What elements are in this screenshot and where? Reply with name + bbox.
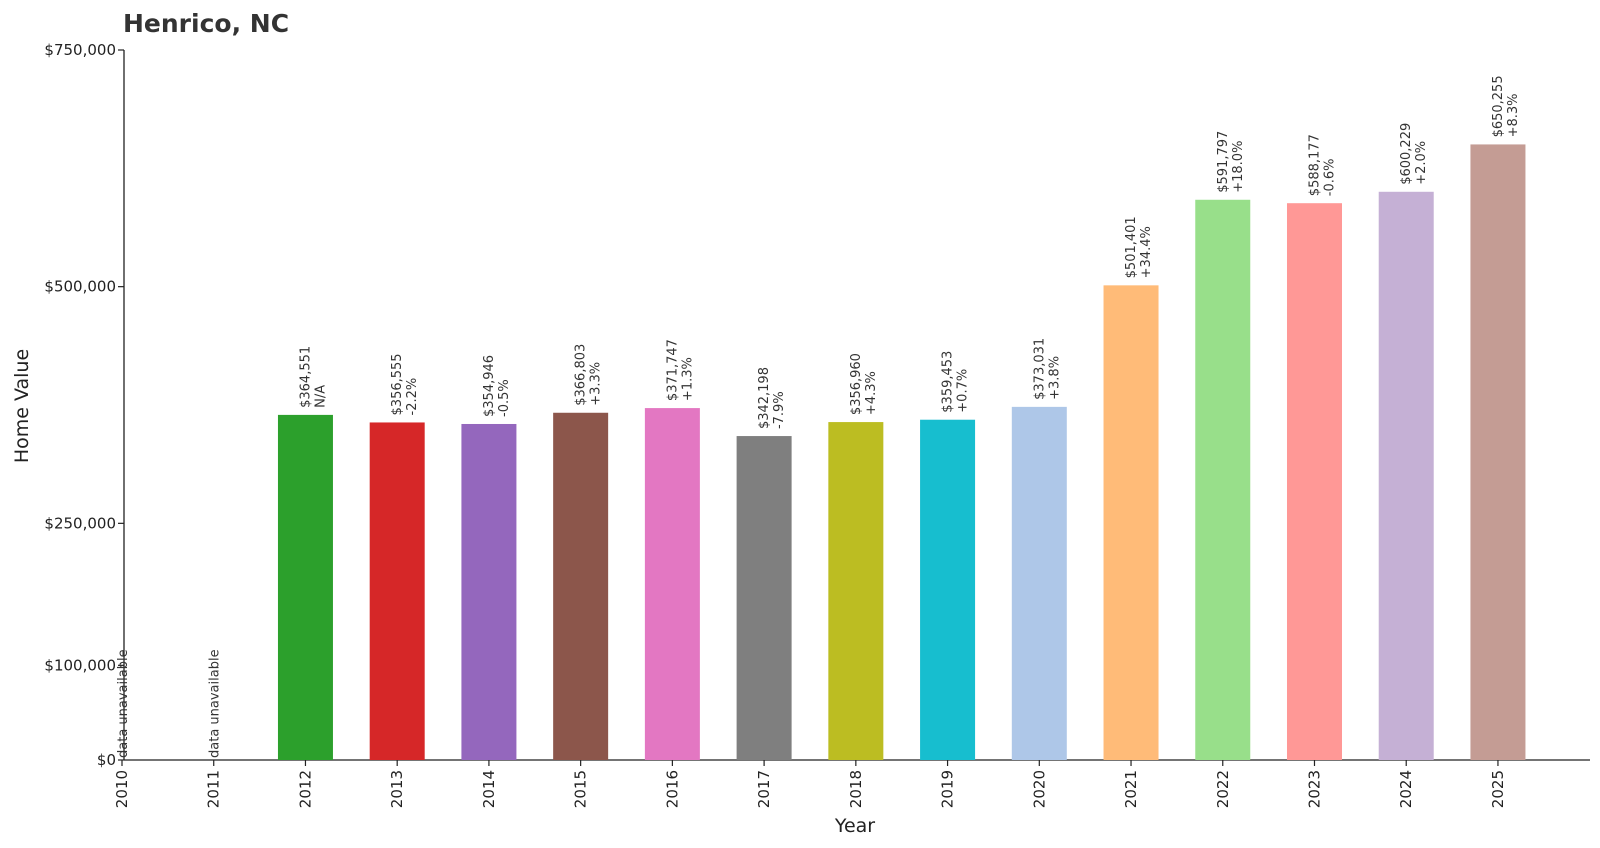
bars: data unavailable data unavailable $364,551… (116, 75, 1526, 761)
bar-value-label: $650,255+8.3% (1491, 75, 1521, 137)
bar-change-text: -0.5% (497, 379, 512, 417)
bar-2021 (1103, 285, 1159, 760)
x-tick-label: 2023 (1305, 770, 1323, 808)
bar-value-text: $501,401 (1124, 216, 1139, 278)
y-tick-label: $750,000 (44, 41, 116, 59)
bar-2017 (736, 436, 792, 760)
bar-change-text: +0.7% (956, 369, 971, 413)
x-tick-label: 2019 (939, 770, 957, 808)
x-tick-label: 2021 (1122, 770, 1140, 808)
bar-2022 (1195, 199, 1251, 760)
bar-change-text: +18.0% (1231, 141, 1246, 193)
bar-change-text: +3.3% (589, 362, 604, 406)
x-tick-label: 2012 (296, 770, 314, 808)
bar-2015 (553, 412, 609, 760)
y-tick-label: $0 (97, 751, 116, 769)
x-tick-label: 2017 (755, 770, 773, 808)
x-tick-label: 2014 (480, 770, 498, 808)
x-tick-label: 2016 (663, 770, 681, 808)
x-tick-label: 2011 (205, 770, 223, 808)
bar-value-label: $366,803+3.3% (574, 344, 604, 406)
bar-value-text: $354,946 (482, 355, 497, 417)
x-tick-label: 2015 (572, 770, 590, 808)
bar-2018 (828, 422, 884, 760)
bar-value-label: $356,555-2.2% (390, 353, 420, 415)
x-tick-label: 2024 (1397, 770, 1415, 808)
bar-2024 (1378, 191, 1434, 761)
y-tick-label: $250,000 (44, 514, 116, 532)
bar-2013 (369, 422, 425, 760)
bar-2020 (1011, 406, 1067, 760)
bar-change-text: +3.8% (1047, 356, 1062, 400)
bar-value-text: $359,453 (941, 351, 956, 413)
bar-2025 (1470, 144, 1526, 760)
bar-change-text: +8.3% (1506, 94, 1521, 138)
chart-title: Henrico, NC (123, 9, 289, 38)
y-tick-label: $500,000 (44, 278, 116, 296)
y-axis-label: Home Value (11, 349, 33, 463)
bar-value-text: $591,797 (1216, 131, 1231, 193)
bar-2016 (644, 408, 700, 760)
x-tick-label: 2010 (113, 770, 131, 808)
bar-change-text: +2.0% (1414, 141, 1429, 185)
bar-change-text: -7.9% (772, 391, 787, 429)
bar-value-text: $356,960 (849, 353, 864, 415)
bar-change-text: +34.4% (1139, 226, 1154, 278)
x-tick-label: 2022 (1214, 770, 1232, 808)
bar-value-text: $371,747 (665, 339, 680, 401)
bar-value-label: $373,031+3.8% (1032, 338, 1062, 400)
bar-value-label: $356,960+4.3% (849, 353, 879, 415)
bar-change-text: -2.2% (405, 378, 420, 416)
bar-value-label: $588,177-0.6% (1307, 134, 1337, 196)
bar-value-label: $364,551N/A (298, 346, 328, 408)
bar-value-text: $366,803 (574, 344, 589, 406)
bar-2014 (461, 423, 517, 760)
bar-2012 (277, 414, 333, 760)
bar-value-text: $588,177 (1307, 134, 1322, 196)
bar-value-label: $371,747+1.3% (665, 339, 695, 401)
bar-change-text: +1.3% (680, 357, 695, 401)
x-tick-label: 2013 (388, 770, 406, 808)
bar-2023 (1286, 203, 1342, 760)
y-tick-label: $100,000 (44, 656, 116, 674)
x-tick-label: 2025 (1489, 770, 1507, 808)
x-tick-label: 2020 (1030, 770, 1048, 808)
bar-value-label: $501,401+34.4% (1124, 216, 1154, 278)
missing-data-label: data unavailable (208, 649, 223, 758)
bar-value-text: $650,255 (1491, 75, 1506, 137)
bar-value-label: $359,453+0.7% (941, 351, 971, 413)
bar-change-text: -0.6% (1322, 158, 1337, 196)
bar-value-text: $342,198 (757, 367, 772, 429)
bar-change-text: N/A (313, 385, 328, 408)
bar-2019 (920, 419, 976, 760)
bar-value-label: $591,797+18.0% (1216, 131, 1246, 193)
missing-data-label: data unavailable (116, 649, 131, 758)
x-axis-label: Year (834, 815, 875, 837)
bar-value-text: $600,229 (1399, 123, 1414, 185)
bar-value-text: $356,555 (390, 353, 405, 415)
bar-value-text: $364,551 (298, 346, 313, 408)
x-tick-label: 2018 (847, 770, 865, 808)
y-ticks: $0 $100,000 $250,000 $500,000 $750,000 (44, 41, 124, 769)
bar-value-label: $354,946-0.5% (482, 355, 512, 417)
bar-value-label: $342,198-7.9% (757, 367, 787, 429)
bar-value-label: $600,229+2.0% (1399, 123, 1429, 185)
bar-value-text: $373,031 (1032, 338, 1047, 400)
bar-change-text: +4.3% (864, 371, 879, 415)
x-ticks: 2010 2011 2012 2013 2014 2015 2016 2017 2018 2019… (113, 760, 1507, 808)
